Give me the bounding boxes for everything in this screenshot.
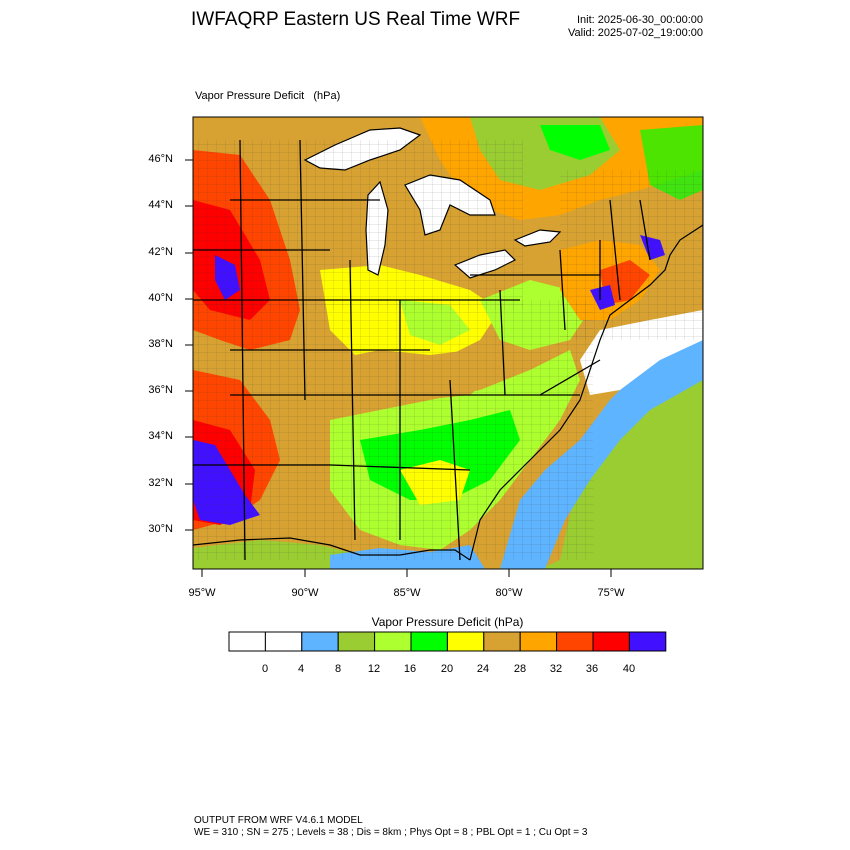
lat-label: 44°N (148, 199, 173, 211)
colorbar-label: 0 (261, 663, 269, 675)
lat-ticks (185, 159, 193, 531)
colorbar-label: 32 (549, 663, 563, 675)
colorbar-label: 8 (334, 663, 342, 675)
lat-label: 34°N (148, 430, 173, 442)
field-title: Vapor Pressure Deficit (hPa) (195, 90, 341, 102)
lat-label: 40°N (148, 292, 173, 304)
lon-label: 85°W (393, 587, 421, 599)
colorbar-label: 12 (367, 663, 381, 675)
colorbar-label: 20 (440, 663, 454, 675)
colorbar-swatch (337, 631, 376, 652)
plot-title: IWFAQRP Eastern US Real Time WRF (191, 9, 521, 30)
colorbar-title: Vapor Pressure Deficit (hPa) (371, 615, 524, 629)
colorbar-swatch (264, 631, 303, 652)
colorbar-swatch (228, 631, 266, 652)
colorbar-label: 4 (297, 663, 305, 675)
colorbar-swatch (410, 631, 448, 652)
map-field (193, 117, 703, 569)
lon-label: 95°W (188, 587, 216, 599)
lon-label: 80°W (495, 587, 523, 599)
lat-label: 46°N (148, 153, 173, 165)
colorbar-swatch (446, 631, 485, 652)
lon-label: 75°W (597, 587, 625, 599)
colorbar-swatch (374, 631, 412, 652)
colorbar-swatch (519, 631, 558, 652)
lon-ticks (201, 569, 612, 577)
lat-label: 32°N (148, 477, 173, 489)
colorbar-label: 28 (513, 663, 527, 675)
colorbar-label: 40 (622, 663, 636, 675)
colorbar-label: 16 (403, 663, 417, 675)
colorbar-swatch (592, 631, 630, 652)
lat-label: 42°N (148, 246, 173, 258)
colorbar-label: 24 (476, 663, 490, 675)
colorbar-label: 36 (585, 663, 599, 675)
colorbar-swatch (483, 631, 521, 652)
model-info-line1: OUTPUT FROM WRF V4.6.1 MODEL (194, 815, 363, 826)
model-info-line2: WE = 310 ; SN = 275 ; Levels = 38 ; Dis … (194, 827, 588, 838)
lat-label: 36°N (148, 384, 173, 396)
colorbar-swatch (628, 631, 667, 652)
init-time: Init: 2025-06-30_00:00:00 (577, 14, 703, 26)
lat-label: 30°N (148, 523, 173, 535)
model-info: OUTPUT FROM WRF V4.6.1 MODEL WE = 310 ; … (194, 815, 587, 839)
colorbar-swatch (556, 631, 594, 652)
valid-time: Valid: 2025-07-02_19:00:00 (568, 27, 703, 39)
lat-label: 38°N (148, 338, 173, 350)
colorbar-swatch (301, 631, 339, 652)
colorbar (228, 631, 667, 652)
lon-label: 90°W (291, 587, 319, 599)
map-frame (192, 116, 704, 570)
